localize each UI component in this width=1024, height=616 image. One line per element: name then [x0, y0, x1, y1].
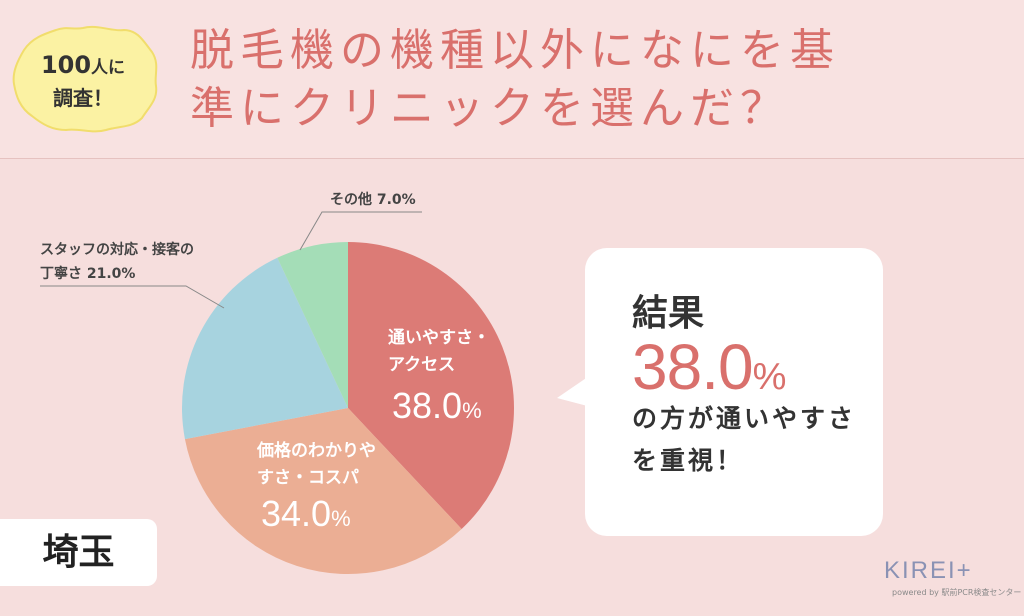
slice-label: スタッフの対応・接客の: [40, 241, 194, 258]
title-line-2: 準にクリニックを選んだ？: [190, 83, 790, 134]
badge-burst-shape: [12, 25, 158, 133]
survey-badge: 100人に 調査！: [8, 22, 158, 134]
page-title: 脱毛機の機種以外になにを基 準にクリニックを選んだ？: [190, 22, 990, 138]
badge-count: 100: [40, 51, 92, 79]
result-label: 結果: [632, 293, 705, 334]
slice-label: 価格のわかりや: [256, 440, 376, 461]
leader-line: [299, 211, 422, 251]
pie-slice: [277, 242, 348, 408]
title-line-1: 脱毛機の機種以外になにを基: [190, 25, 840, 76]
pie-chart: 通いやすさ・アクセス38.0%価格のわかりやすさ・コスパ34.0%スタッフの対応…: [40, 191, 514, 574]
result-description: の方が通いやすさ を重視！: [632, 398, 862, 482]
pie-slice: [182, 257, 348, 440]
badge-survey-text: 調査！: [53, 86, 113, 110]
region-label: 埼玉: [42, 532, 115, 573]
result-unit: %: [752, 356, 787, 398]
result-desc-line-2: を重視！: [632, 446, 745, 475]
logo-subtext: powered by 駅前PCR検査センター: [892, 588, 1022, 597]
badge-count-suffix: 人に: [91, 58, 126, 78]
chart-area: 通いやすさ・ アクセス 38.0% 価格のわかりや すさ・コスパ 34.0% スタッフの対応…: [0, 158, 1024, 616]
slice-label: 丁寧さ 21.0%: [40, 265, 135, 282]
slice-label: アクセス: [388, 355, 455, 375]
slice-label: その他 7.0%: [330, 191, 416, 208]
result-number: 38.0: [632, 331, 754, 403]
header: 100人に 調査！ 脱毛機の機種以外になにを基 準にクリニックを選んだ？: [0, 0, 1024, 159]
region-box: 埼玉: [0, 519, 157, 586]
pie-slice: [184, 408, 462, 574]
slice-label: 通いやすさ・: [388, 328, 490, 348]
result-bubble: [585, 248, 883, 536]
kirei-logo: KIREI+ powered by 駅前PCR検査センター: [884, 557, 1021, 607]
slice-label: すさ・コスパ: [257, 468, 359, 488]
result-value: 38.0%: [632, 330, 787, 404]
result-desc-line-1: の方が通いやすさ: [632, 404, 857, 433]
leader-line: [40, 285, 225, 309]
logo-text: KIREI+: [884, 557, 973, 584]
pie-slice: [348, 242, 514, 530]
